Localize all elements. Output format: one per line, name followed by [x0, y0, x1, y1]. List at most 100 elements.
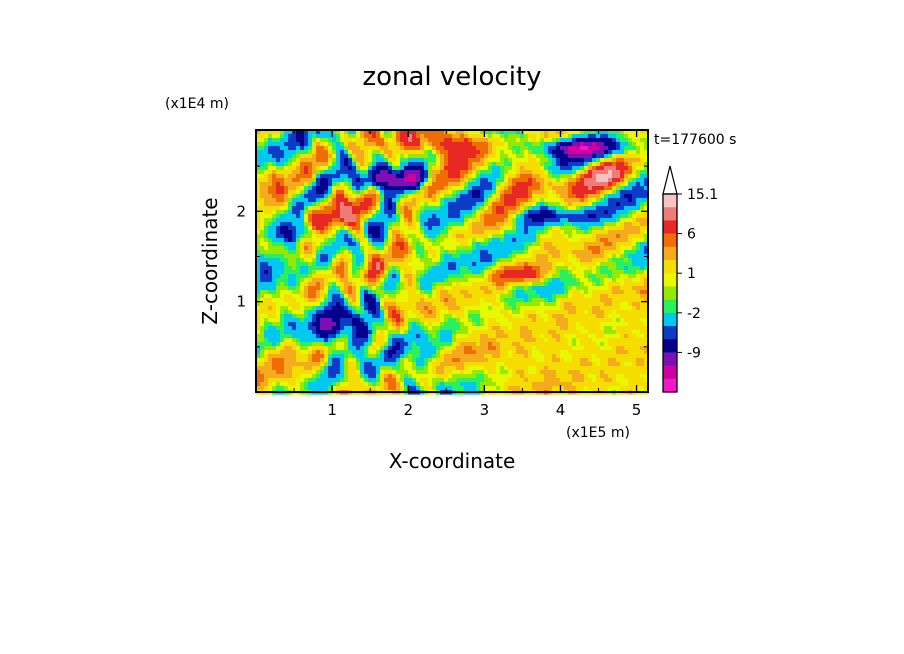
field-patch: [616, 190, 621, 195]
field-patch: [344, 270, 349, 275]
field-patch: [560, 194, 569, 199]
field-patch: [276, 214, 281, 219]
field-patch: [584, 270, 593, 275]
field-patch: [332, 186, 337, 191]
field-patch: [388, 334, 393, 339]
field-patch: [620, 362, 625, 367]
field-patch: [468, 158, 481, 163]
field-patch: [584, 174, 593, 179]
field-patch: [308, 266, 329, 271]
field-patch: [396, 382, 401, 387]
field-patch: [324, 310, 349, 315]
field-patch: [636, 146, 641, 151]
field-patch: [344, 290, 349, 295]
field-patch: [316, 226, 325, 231]
field-patch: [444, 146, 477, 151]
field-patch: [340, 370, 345, 375]
field-patch: [396, 370, 409, 375]
field-patch: [404, 230, 421, 235]
field-patch: [584, 166, 589, 171]
field-patch: [404, 214, 413, 219]
field-patch: [328, 298, 333, 303]
field-patch: [384, 378, 397, 383]
field-patch: [376, 206, 381, 211]
field-patch: [320, 362, 325, 367]
field-patch: [472, 142, 489, 147]
field-patch: [312, 238, 325, 243]
field-patch: [368, 210, 373, 215]
field-patch: [304, 166, 309, 171]
field-patch: [508, 334, 521, 339]
field-patch: [320, 254, 329, 259]
field-patch: [332, 318, 341, 323]
field-patch: [404, 330, 409, 335]
field-patch: [280, 134, 285, 139]
field-patch: [360, 246, 365, 251]
field-patch: [600, 282, 605, 287]
field-patch: [580, 282, 585, 287]
field-patch: [424, 266, 429, 271]
field-patch: [596, 166, 605, 171]
field-patch: [568, 178, 577, 183]
field-patch: [468, 314, 481, 319]
field-patch: [424, 230, 441, 235]
field-patch: [452, 350, 465, 355]
field-patch: [576, 278, 581, 283]
field-patch: [428, 270, 461, 275]
field-patch: [312, 226, 317, 231]
field-patch: [376, 298, 381, 303]
field-patch: [264, 354, 269, 359]
field-patch: [336, 150, 341, 155]
field-patch: [396, 218, 401, 223]
field-patch: [356, 282, 365, 287]
field-patch: [572, 186, 589, 191]
field-patch: [608, 202, 617, 207]
field-patch: [292, 290, 301, 295]
field-patch: [388, 238, 393, 243]
field-patch: [496, 190, 501, 195]
field-patch: [304, 278, 309, 283]
field-patch: [416, 218, 421, 223]
field-patch: [408, 134, 413, 139]
field-patch: [304, 254, 313, 259]
field-patch: [300, 306, 305, 311]
field-patch: [368, 242, 373, 247]
field-patch: [296, 234, 301, 239]
field-patch: [628, 266, 641, 271]
field-patch: [504, 362, 581, 367]
field-patch: [468, 366, 485, 371]
field-patch: [636, 290, 641, 295]
field-patch: [304, 194, 325, 199]
field-patch: [596, 206, 625, 211]
field-patch: [380, 230, 385, 235]
field-patch: [516, 174, 521, 179]
field-patch: [372, 310, 377, 315]
field-patch: [260, 354, 265, 359]
field-patch: [504, 134, 509, 139]
field-patch: [256, 250, 261, 255]
field-patch: [424, 294, 429, 299]
field-patch: [264, 222, 269, 227]
field-patch: [580, 130, 585, 135]
field-patch: [256, 322, 261, 327]
field-patch: [404, 154, 409, 159]
field-patch: [296, 230, 305, 235]
field-patch: [476, 166, 481, 171]
field-patch: [260, 218, 265, 223]
field-patch: [332, 234, 337, 239]
field-patch: [320, 178, 329, 183]
field-patch: [340, 214, 357, 219]
field-patch: [312, 306, 317, 311]
field-patch: [480, 206, 485, 211]
field-patch: [280, 230, 293, 235]
field-patch: [388, 342, 393, 347]
field-patch: [608, 314, 621, 319]
field-patch: [576, 174, 581, 179]
field-patch: [500, 386, 505, 391]
field-patch: [504, 282, 509, 287]
field-patch: [600, 134, 609, 139]
field-patch: [496, 162, 505, 167]
field-patch: [500, 342, 513, 347]
field-patch: [564, 178, 569, 183]
field-patch: [272, 218, 277, 223]
